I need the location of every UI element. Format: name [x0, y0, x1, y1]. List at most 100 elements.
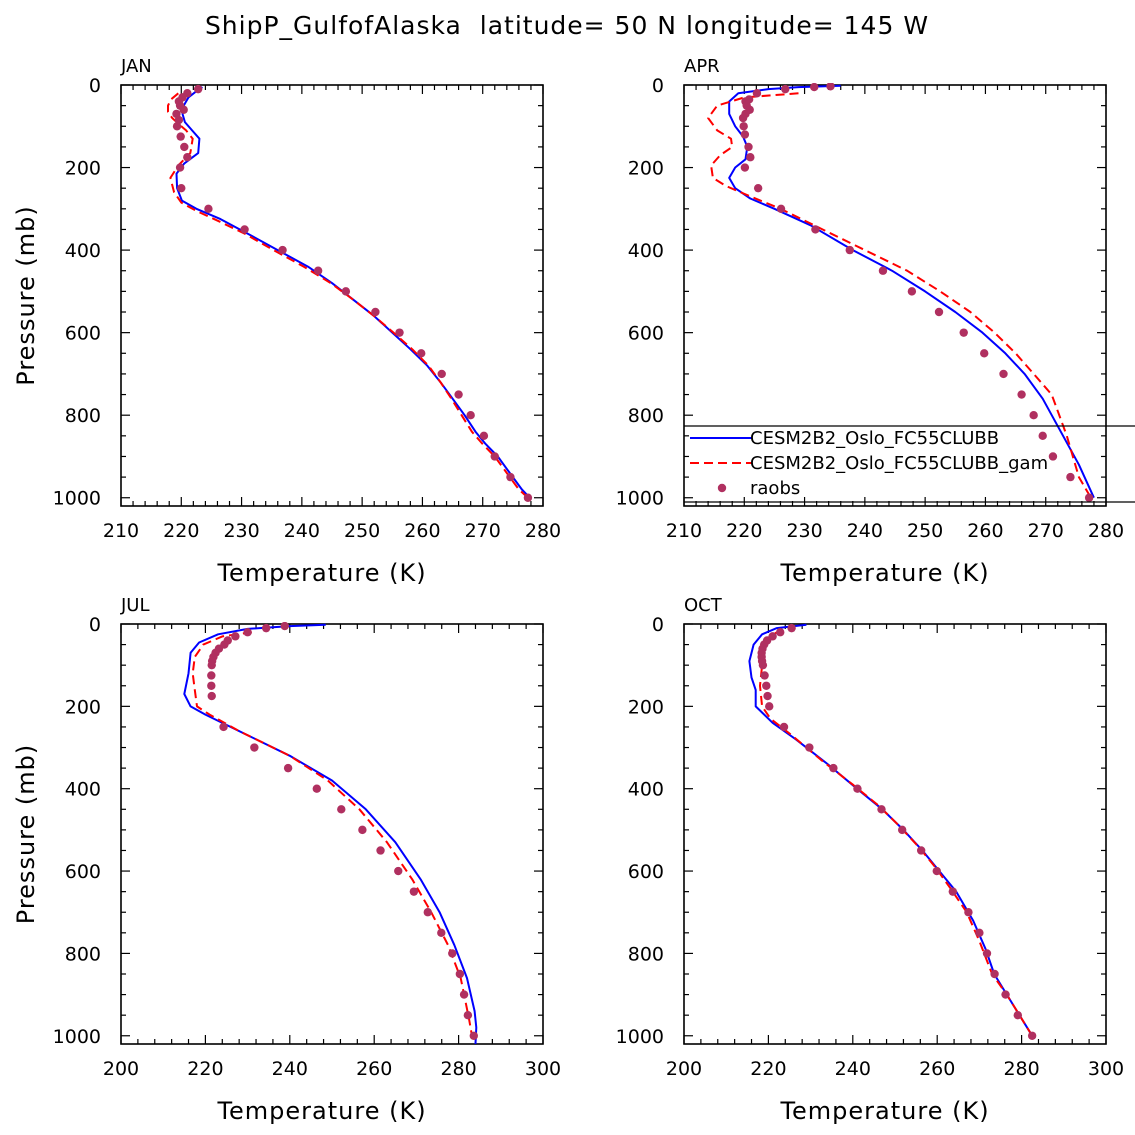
raobs-point — [763, 691, 772, 701]
plot-frame — [120, 84, 544, 507]
raobs-point — [916, 846, 926, 855]
y-tick-label: 800 — [628, 405, 664, 427]
x-tick-label: 230 — [223, 520, 259, 542]
raobs-point — [250, 743, 259, 752]
raobs-point — [172, 122, 182, 131]
raobs-point — [975, 928, 984, 938]
legend-label: CESM2B2_Oslo_FC55CLUBB — [750, 428, 999, 449]
y-tick-label: 200 — [65, 696, 101, 718]
raobs-point — [964, 908, 973, 917]
raobs-point — [1084, 493, 1094, 502]
y-tick-label: 400 — [65, 240, 101, 262]
panel-title: JAN — [120, 56, 152, 77]
panel-title: OCT — [684, 595, 723, 616]
raobs-point — [1048, 452, 1058, 461]
raobs-point — [982, 949, 992, 958]
raobs-point — [193, 84, 203, 94]
raobs-point — [240, 225, 249, 234]
raobs-point — [207, 681, 216, 690]
y-tick-label: 400 — [628, 240, 664, 262]
plot-area — [748, 623, 1037, 1040]
raobs-point — [312, 784, 322, 793]
raobs-point — [395, 328, 404, 337]
raobs-point — [479, 431, 489, 441]
x-tick-label: 200 — [666, 1058, 702, 1080]
raobs-point — [1038, 431, 1047, 441]
plot-area — [167, 84, 533, 502]
legend-label: raobs — [750, 478, 800, 499]
raobs-point — [376, 846, 385, 855]
y-tick-label: 1000 — [616, 1026, 664, 1048]
raobs-point — [280, 622, 289, 631]
x-tick-label: 300 — [1088, 1058, 1124, 1080]
panel-jan: JAN 210 220 230 240 250 260 270 280 0 200 400 600 800… — [12, 56, 561, 587]
raobs-point — [469, 1031, 478, 1040]
x-tick-label: 240 — [272, 1058, 308, 1080]
y-tick-label: 600 — [65, 861, 101, 883]
raobs-point — [853, 784, 862, 793]
raobs-point — [448, 949, 457, 958]
plot-frame — [120, 623, 544, 1045]
raobs-point — [878, 266, 888, 275]
raobs-point — [207, 660, 216, 670]
raobs-point — [231, 632, 240, 641]
raobs-point — [180, 142, 189, 152]
legend: CESM2B2_Oslo_FC55CLUBB CESM2B2_Oslo_FC55C… — [684, 425, 1135, 503]
y-tick-label: 400 — [65, 779, 101, 801]
series-line-gam — [759, 631, 1034, 1037]
y-tick-label: 0 — [89, 75, 101, 97]
x-tick-label: 280 — [1088, 520, 1124, 542]
raobs-point — [760, 671, 769, 680]
x-tick-label: 200 — [103, 1058, 139, 1080]
raobs-point — [1017, 390, 1026, 399]
raobs-point — [341, 287, 351, 296]
panel-title: APR — [684, 56, 720, 77]
panel-apr: APR 210 220 230 240 250 260 270 280 0 200 400 600 800… — [616, 56, 1135, 587]
raobs-point — [175, 163, 185, 172]
legend-label: CESM2B2_Oslo_FC55CLUBB_gam — [750, 453, 1048, 474]
raobs-point — [204, 204, 213, 214]
raobs-point — [752, 89, 762, 98]
raobs-point — [948, 887, 958, 896]
x-tick-label: 300 — [525, 1058, 561, 1080]
series-line-clubb — [183, 623, 478, 1045]
raobs-point — [810, 83, 819, 92]
raobs-point — [455, 969, 465, 979]
raobs-point — [934, 307, 944, 317]
y-tick-label: 200 — [628, 696, 664, 718]
y-tick-label: 600 — [628, 861, 664, 883]
raobs-point — [219, 722, 228, 732]
x-tick-label: 210 — [103, 520, 139, 542]
raobs-point — [409, 887, 419, 896]
figure-title: ShipP_GulfofAlaska latitude= 50 N longit… — [205, 11, 929, 40]
y-tick-label: 200 — [628, 158, 664, 180]
y-tick-label: 800 — [628, 943, 664, 965]
raobs-point — [739, 122, 748, 131]
panel-oct: OCT 200 220 240 260 280 300 0 200 400 600 800 1000 Te… — [616, 595, 1124, 1125]
series-line-gam — [167, 92, 529, 499]
raobs-point — [829, 763, 838, 773]
y-tick-label: 600 — [65, 323, 101, 345]
raobs-point — [371, 307, 380, 317]
raobs-point — [1001, 990, 1010, 999]
raobs-point — [845, 245, 854, 255]
raobs-point — [523, 493, 533, 502]
raobs-point — [776, 204, 786, 214]
x-tick-label: 250 — [907, 520, 943, 542]
x-tick-label: 240 — [847, 520, 883, 542]
x-tick-label: 260 — [919, 1058, 955, 1080]
y-tick-label: 0 — [652, 614, 664, 636]
x-tick-label: 260 — [967, 520, 1003, 542]
x-tick-label: 280 — [440, 1058, 476, 1080]
raobs-point — [805, 743, 814, 752]
raobs-point — [454, 390, 463, 399]
raobs-point — [423, 908, 432, 917]
raobs-point — [490, 452, 499, 461]
y-tick-label: 0 — [652, 75, 664, 97]
plot-area — [183, 622, 478, 1045]
raobs-point — [740, 130, 750, 139]
x-tick-label: 240 — [835, 1058, 871, 1080]
raobs-point — [999, 369, 1008, 379]
x-tick-label: 250 — [344, 520, 380, 542]
